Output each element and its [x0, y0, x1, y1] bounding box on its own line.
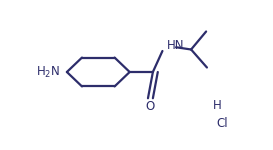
Text: HN: HN [167, 39, 184, 52]
Text: Cl: Cl [217, 117, 228, 130]
Text: H$_2$N: H$_2$N [36, 64, 60, 80]
Text: O: O [145, 100, 154, 113]
Text: H: H [213, 99, 221, 112]
